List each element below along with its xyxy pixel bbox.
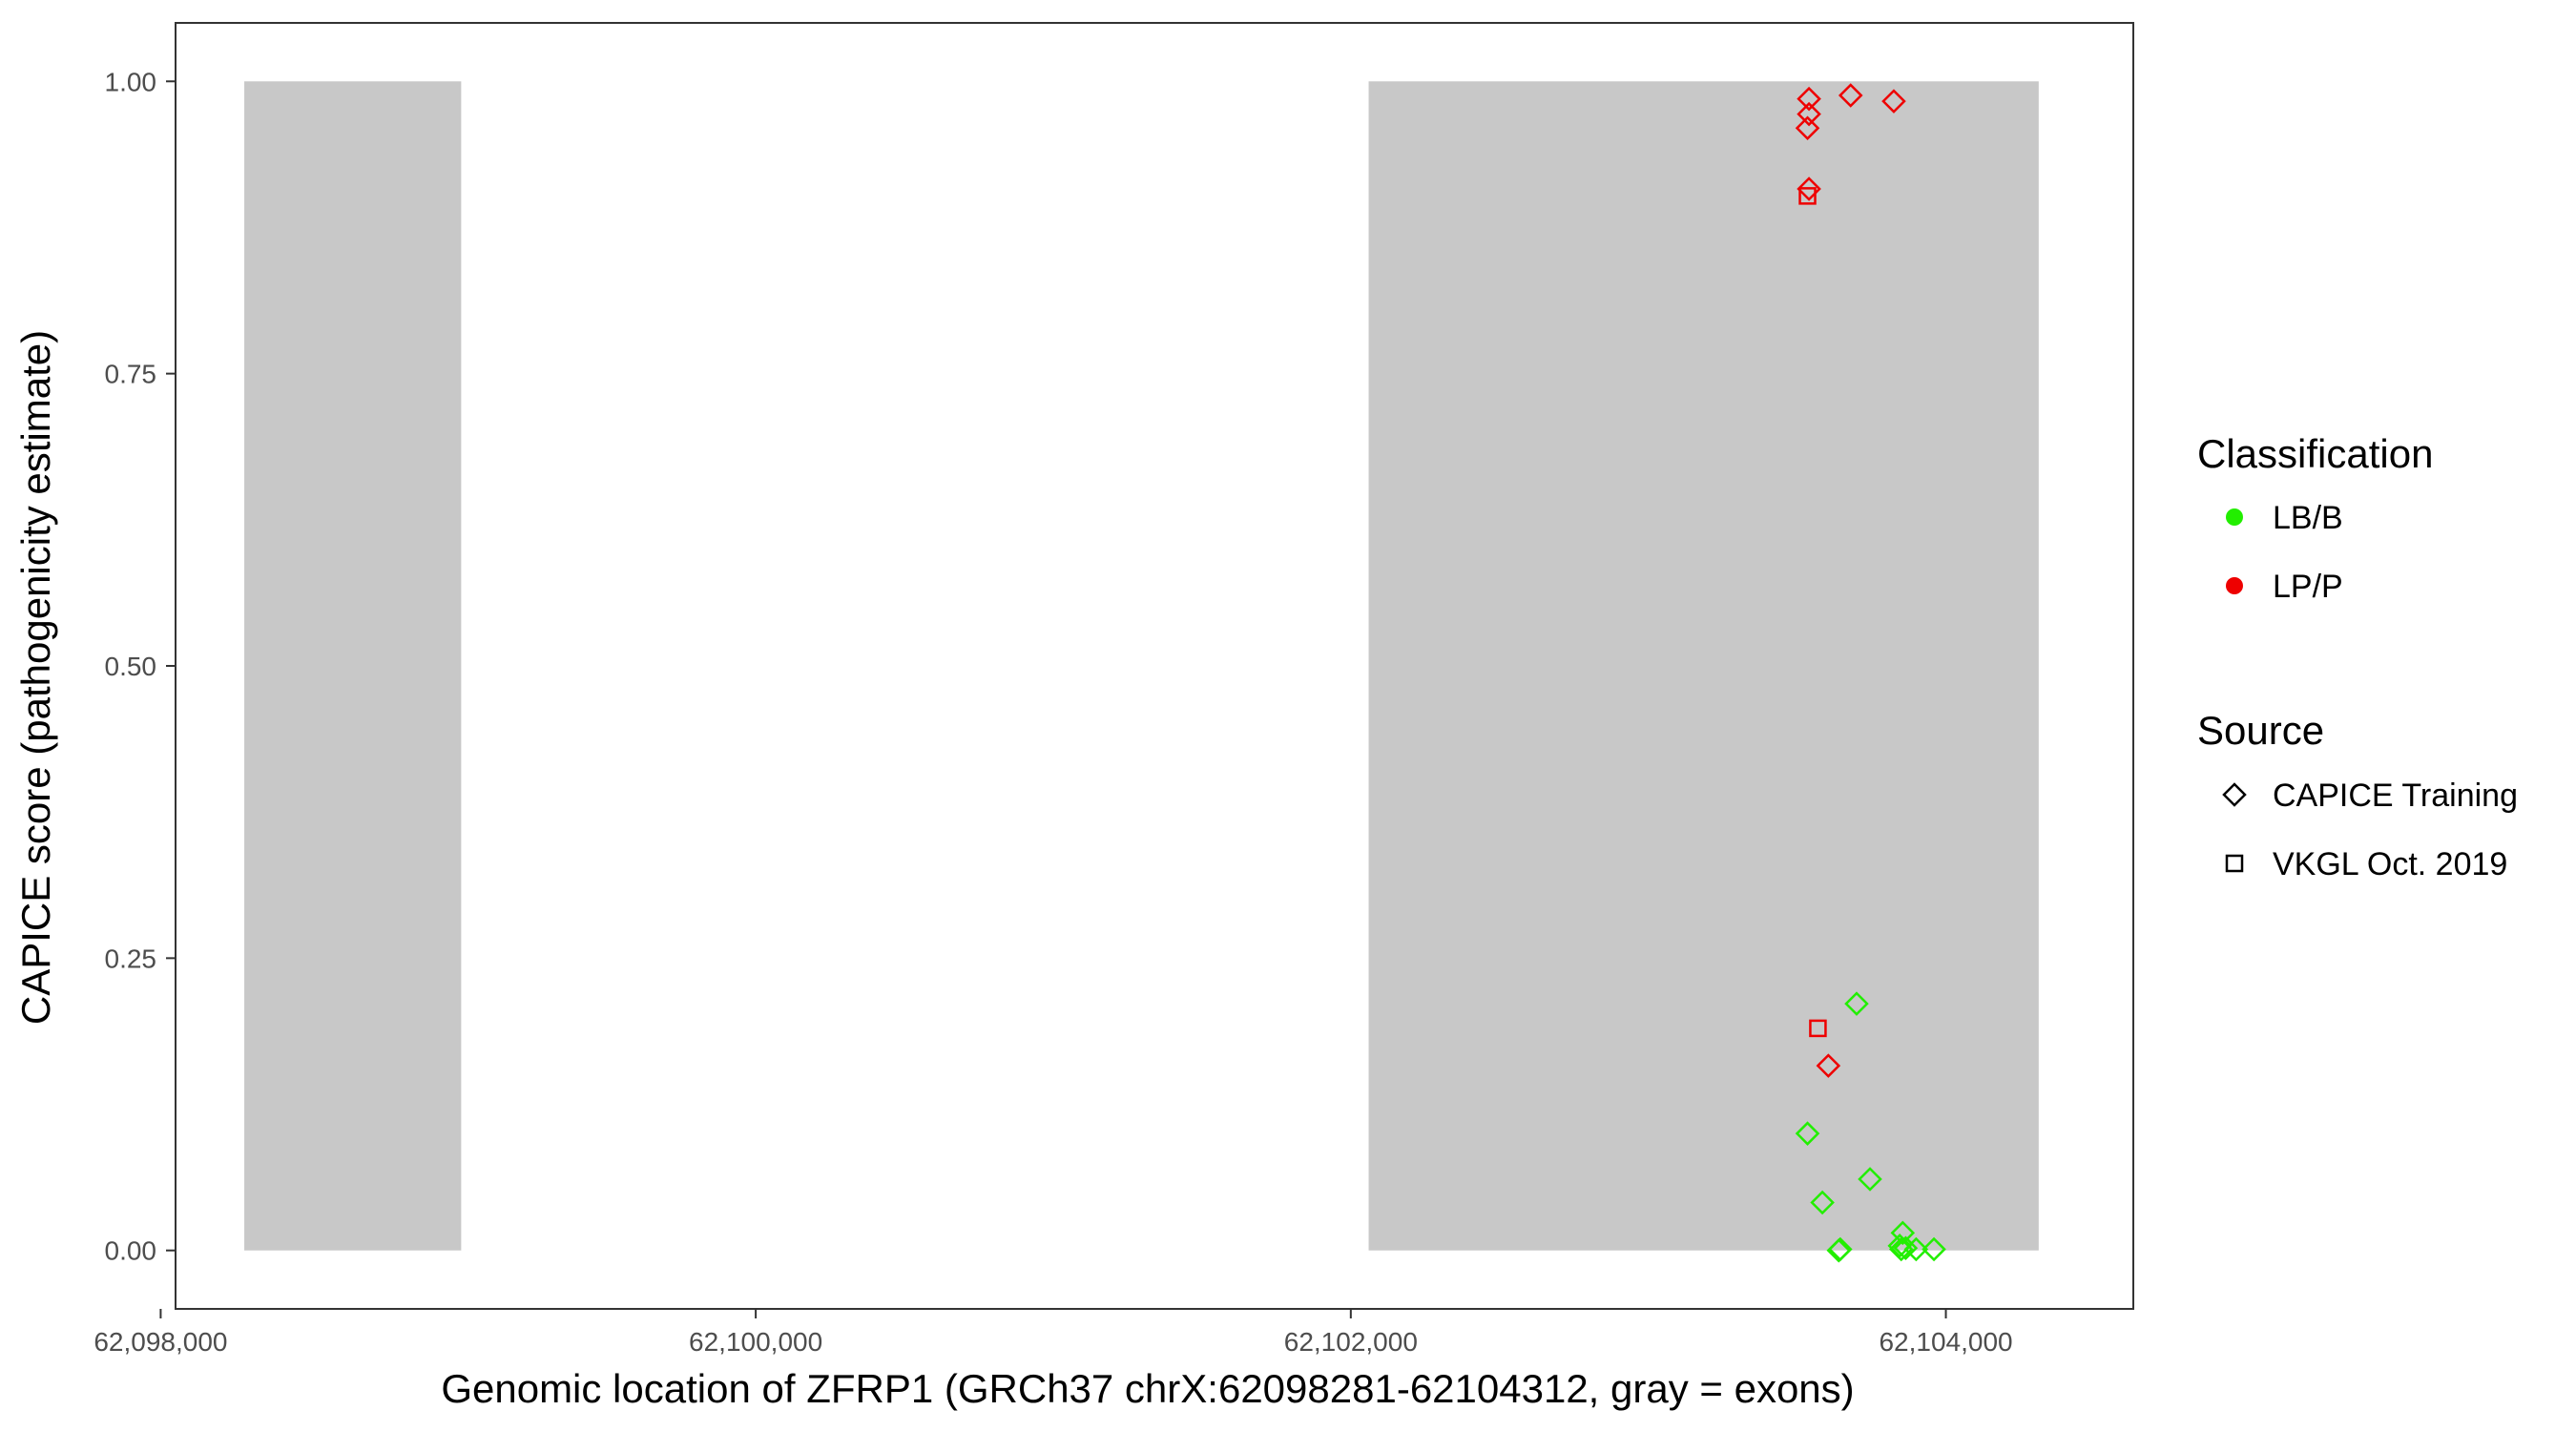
data-point-capice xyxy=(1858,1167,1882,1192)
legend-key-lp-p xyxy=(2226,577,2243,594)
y-axis-title: CAPICE score (pathogenicity estimate) xyxy=(13,330,58,1025)
y-tick-label: 0.00 xyxy=(105,1236,157,1266)
legend-key-diamond xyxy=(2222,782,2247,807)
data-point-capice xyxy=(1797,86,1821,112)
data-point-capice xyxy=(1844,991,1869,1016)
legend-item-capice-training: CAPICE Training xyxy=(2222,778,2518,814)
legend-item-vkgl: VKGL Oct. 2019 xyxy=(2225,846,2507,882)
y-axis: 0.00 0.25 0.50 0.75 1.00 xyxy=(105,67,176,1266)
data-point-capice xyxy=(1810,1190,1835,1215)
legend-label-vkgl: VKGL Oct. 2019 xyxy=(2273,846,2507,882)
data-point-vkgl xyxy=(1798,187,1817,205)
data-point-capice xyxy=(1893,1235,1919,1261)
data-point-capice xyxy=(1838,83,1863,108)
legend-title-source: Source xyxy=(2197,708,2324,753)
legend-key-square xyxy=(2225,854,2244,873)
x-tick-label: 62,098,000 xyxy=(93,1327,227,1357)
y-tick-label: 0.25 xyxy=(105,944,157,973)
exon-band xyxy=(1368,81,2039,1251)
data-point-capice xyxy=(1795,115,1820,141)
data-point-capice xyxy=(1795,1121,1820,1146)
data-point-capice xyxy=(1903,1236,1929,1262)
x-tick-label: 62,104,000 xyxy=(1879,1327,2012,1357)
data-point-capice xyxy=(1797,176,1821,201)
data-point-vkgl xyxy=(1809,1019,1827,1038)
legend: Classification LB/B LP/P Source CAPICE T… xyxy=(2197,431,2518,882)
legend-key-lb-b xyxy=(2226,508,2243,526)
y-tick-label: 1.00 xyxy=(105,67,157,96)
legend-item-lb-b: LB/B xyxy=(2226,500,2343,536)
legend-item-lp-p: LP/P xyxy=(2226,569,2343,605)
x-axis: 62,098,000 62,100,000 62,102,000 62,104,000 xyxy=(93,1309,2013,1357)
data-point-capice xyxy=(1890,1220,1916,1246)
x-axis-title: Genomic location of ZFRP1 (GRCh37 chrX:6… xyxy=(441,1366,1854,1411)
data-point-capice xyxy=(1797,101,1821,127)
legend-label-capice-training: CAPICE Training xyxy=(2273,778,2518,814)
data-point-capice xyxy=(1881,89,1906,114)
data-point-capice xyxy=(1922,1236,1946,1262)
point-layer xyxy=(1795,83,1946,1263)
exon-layer xyxy=(244,81,2039,1251)
data-point-capice xyxy=(1828,1236,1853,1262)
y-tick-label: 0.75 xyxy=(105,360,157,389)
x-tick-label: 62,100,000 xyxy=(689,1327,822,1357)
y-tick-label: 0.50 xyxy=(105,652,157,681)
legend-label-lp-p: LP/P xyxy=(2273,569,2343,605)
exon-band xyxy=(244,81,462,1251)
legend-label-lb-b: LB/B xyxy=(2273,500,2343,536)
legend-title-classification: Classification xyxy=(2197,431,2433,476)
x-tick-label: 62,102,000 xyxy=(1284,1327,1418,1357)
data-point-capice xyxy=(1887,1234,1912,1258)
data-point-capice xyxy=(1816,1053,1841,1078)
